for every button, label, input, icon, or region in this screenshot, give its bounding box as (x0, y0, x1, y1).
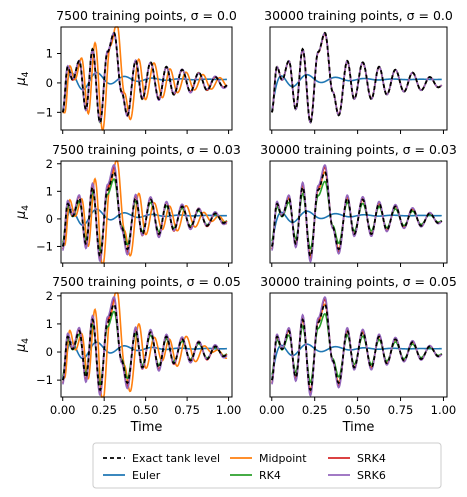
panel-title: 30000 training points, σ = 0.0 (264, 8, 453, 23)
series-line-euler (270, 343, 442, 381)
chart-panel-5: 7500 training points, σ = 0.05 −1 0 1 2 0.00 0… (14, 274, 241, 435)
series-line-exact-tank-level (270, 31, 443, 124)
series-line-exact-tank-level (61, 303, 228, 392)
chart-panel-4: 30000 training points, σ = 0.03 (260, 142, 457, 267)
chart-panel-6: 30000 training points, σ = 0.05 0.00 0.25 0… (259, 274, 457, 435)
series-line-midpoint (62, 292, 228, 398)
legend-label: Exact tank level (132, 452, 220, 465)
panel-title: 7500 training points, σ = 0.0 (56, 8, 237, 23)
chart-panel-2: 30000 training points, σ = 0.0 (264, 8, 453, 134)
legend-label: Euler (132, 469, 161, 482)
series-line-euler (270, 73, 442, 113)
y-tick-label: 1 (46, 46, 53, 60)
y-tick-label: 0 (46, 76, 53, 90)
x-tick-label: 0.50 (133, 403, 159, 417)
legend-label: Midpoint (259, 452, 307, 465)
legend-label: SRK6 (357, 469, 386, 482)
plot-frame (269, 26, 448, 131)
y-tick-label: −1 (36, 105, 53, 119)
panel-title: 30000 training points, σ = 0.05 (260, 274, 457, 289)
legend-box (92, 442, 442, 489)
legend-label: RK4 (259, 469, 281, 482)
y-tick-label: 1 (46, 317, 53, 331)
y-axis-label: μ4 (14, 338, 31, 353)
series-line-srk6 (61, 31, 228, 124)
y-tick-label: −1 (36, 239, 53, 253)
series-line-exact-tank-level (270, 170, 443, 258)
y-tick-label: 2 (46, 289, 53, 303)
series-line-euler (61, 341, 227, 381)
y-tick-label: 1 (46, 184, 53, 198)
x-tick-label: 0.25 (91, 403, 117, 417)
y-tick-label: 0 (46, 345, 53, 359)
plot-frame (269, 160, 448, 264)
x-tick-label: 0.25 (302, 403, 328, 417)
x-tick-label: 1.00 (216, 403, 242, 417)
x-tick-label: 0.00 (259, 403, 285, 417)
legend: Exact tank level Euler Midpoint RK4 SRK4 SRK6 (92, 442, 442, 489)
legend-label: SRK4 (357, 452, 386, 465)
series-line-exact-tank-level (270, 303, 443, 392)
y-tick-label: −1 (36, 373, 53, 387)
x-tick-label: 0.00 (50, 403, 76, 417)
panel-title: 7500 training points, σ = 0.03 (52, 142, 241, 157)
panel-title: 30000 training points, σ = 0.03 (260, 142, 457, 157)
plot-frame (60, 292, 233, 398)
y-tick-label: 0 (46, 212, 53, 226)
panel-title: 7500 training points, σ = 0.05 (52, 274, 241, 289)
x-axis-label: Time (342, 420, 375, 435)
x-tick-label: 0.75 (174, 403, 200, 417)
x-tick-label: 1.00 (431, 403, 457, 417)
series-line-midpoint (62, 160, 227, 264)
y-tick-label: 2 (46, 157, 53, 171)
x-tick-label: 0.50 (345, 403, 371, 417)
plot-frame (269, 292, 448, 398)
series-line-srk6 (271, 31, 443, 124)
chart-panel-1: 7500 training points, σ = 0.0 −1 0 1 μ4 (14, 8, 237, 134)
plot-frame (60, 160, 233, 264)
series-line-exact-tank-level (61, 170, 228, 258)
chart-panel-3: 7500 training points, σ = 0.03 −1 0 1 2 μ4 (14, 142, 241, 267)
plot-frame (60, 26, 233, 131)
x-axis-label: Time (130, 420, 163, 435)
series-line-midpoint (62, 26, 228, 131)
y-axis-label: μ4 (14, 205, 31, 220)
y-axis-label: μ4 (14, 71, 31, 86)
x-tick-label: 0.75 (388, 403, 414, 417)
